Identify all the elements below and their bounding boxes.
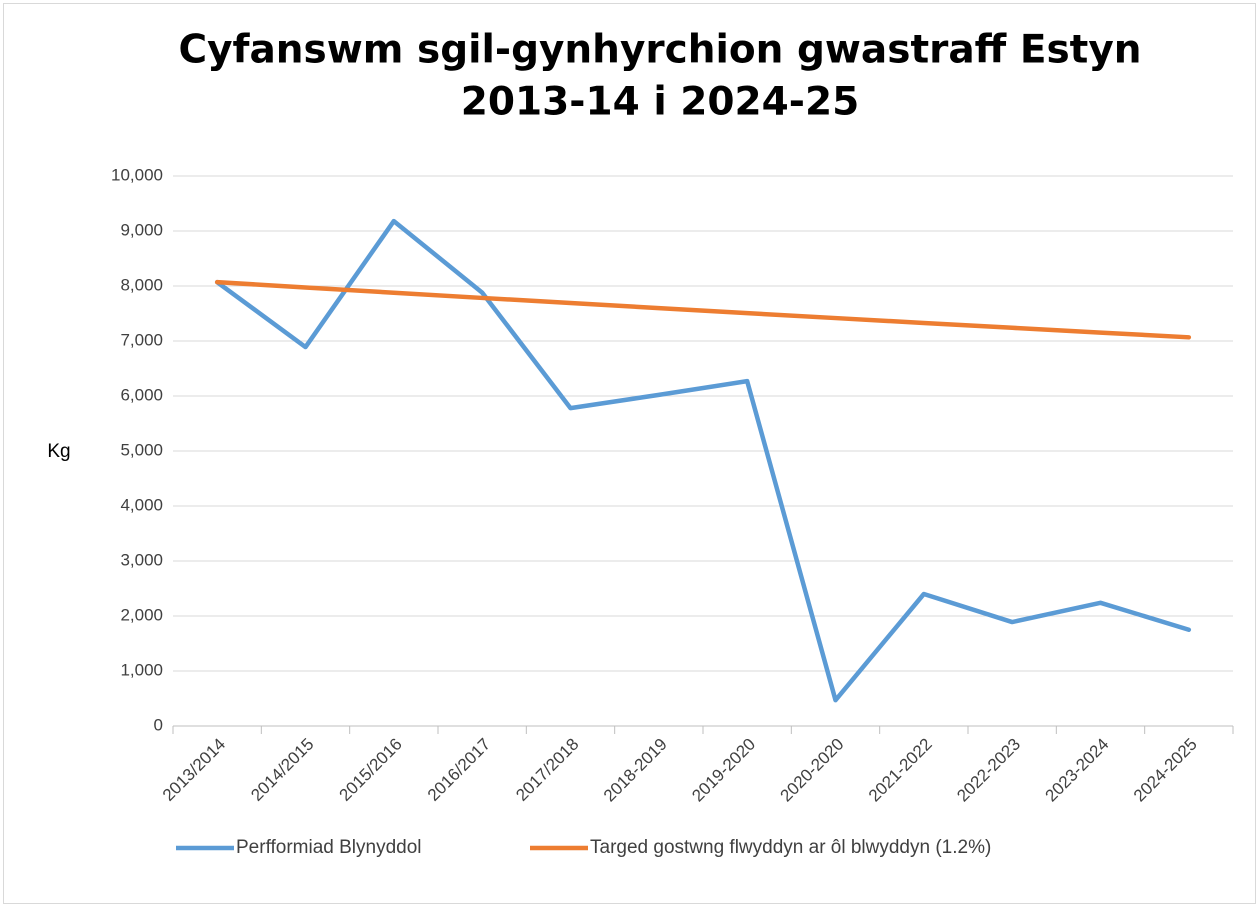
chart-title: Cyfanswm sgil-gynhyrchion gwastraff Esty… [178, 28, 1141, 73]
y-tick-label: 10,000 [111, 165, 163, 184]
data-line [214, 279, 1192, 340]
y-tick-label: 5,000 [120, 440, 163, 459]
y-tick-label: 4,000 [120, 495, 163, 514]
y-tick-label: 7,000 [120, 330, 163, 349]
legend-label: Perfformiad Blynyddol [236, 837, 422, 858]
y-tick-label: 2,000 [120, 605, 163, 624]
y-tick-label: 1,000 [120, 660, 163, 679]
chart-title: 2013-14 i 2024-25 [461, 80, 860, 125]
chart-border [3, 3, 1256, 904]
y-tick-label: 8,000 [120, 275, 163, 294]
data-line [214, 218, 1192, 703]
y-tick-label: 0 [154, 715, 163, 734]
y-tick-label: 9,000 [120, 220, 163, 239]
legend-label: Targed gostwng flwyddyn ar ôl blwyddyn (… [590, 837, 991, 858]
y-tick-label: 3,000 [120, 550, 163, 569]
y-tick-label: 6,000 [120, 385, 163, 404]
y-axis-label: Kg [47, 441, 70, 462]
